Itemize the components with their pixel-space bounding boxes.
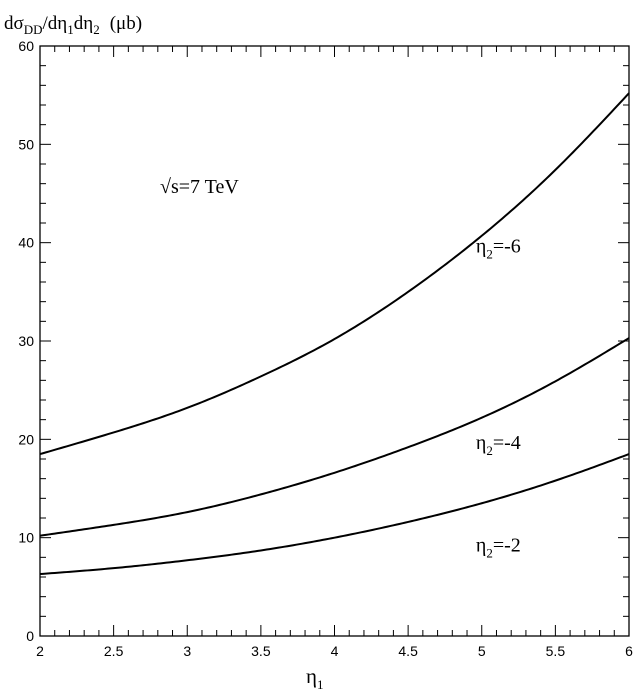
x-tick-label: 6 <box>625 643 633 659</box>
y-tick-label: 60 <box>18 38 34 54</box>
series-line <box>39 92 630 456</box>
y-tick-label: 50 <box>18 136 34 152</box>
x-tick-label: 3.5 <box>251 643 271 659</box>
series-line <box>39 453 630 576</box>
series-curves <box>39 92 630 576</box>
y-tick-label: 0 <box>26 628 34 644</box>
series-label: η2=-6 <box>476 236 521 262</box>
y-tick-label: 30 <box>18 333 34 349</box>
plot-frame <box>39 45 630 637</box>
y-tick-label: 10 <box>18 530 34 546</box>
y-axis-label: dσDD/dη1dη2 (μb) <box>4 13 142 37</box>
x-axis-label: η1 <box>306 664 323 692</box>
series-labels: η2=-6 η2=-4 η2=-2 <box>476 236 521 561</box>
x-tick-label: 2 <box>36 643 44 659</box>
y-tick-label: 20 <box>18 431 34 447</box>
series-label: η2=-2 <box>476 534 521 560</box>
x-tick-label: 3 <box>183 643 191 659</box>
x-tick-label: 4 <box>331 643 339 659</box>
energy-annotation: √s=7 TeV <box>160 176 239 198</box>
x-tick-label: 5 <box>478 643 486 659</box>
x-tick-label: 5.5 <box>546 643 566 659</box>
x-tick-label: 4.5 <box>398 643 418 659</box>
series-label: η2=-4 <box>476 432 521 458</box>
x-tick-label: 2.5 <box>104 643 124 659</box>
series-line <box>39 337 630 537</box>
y-tick-label: 40 <box>18 235 34 251</box>
